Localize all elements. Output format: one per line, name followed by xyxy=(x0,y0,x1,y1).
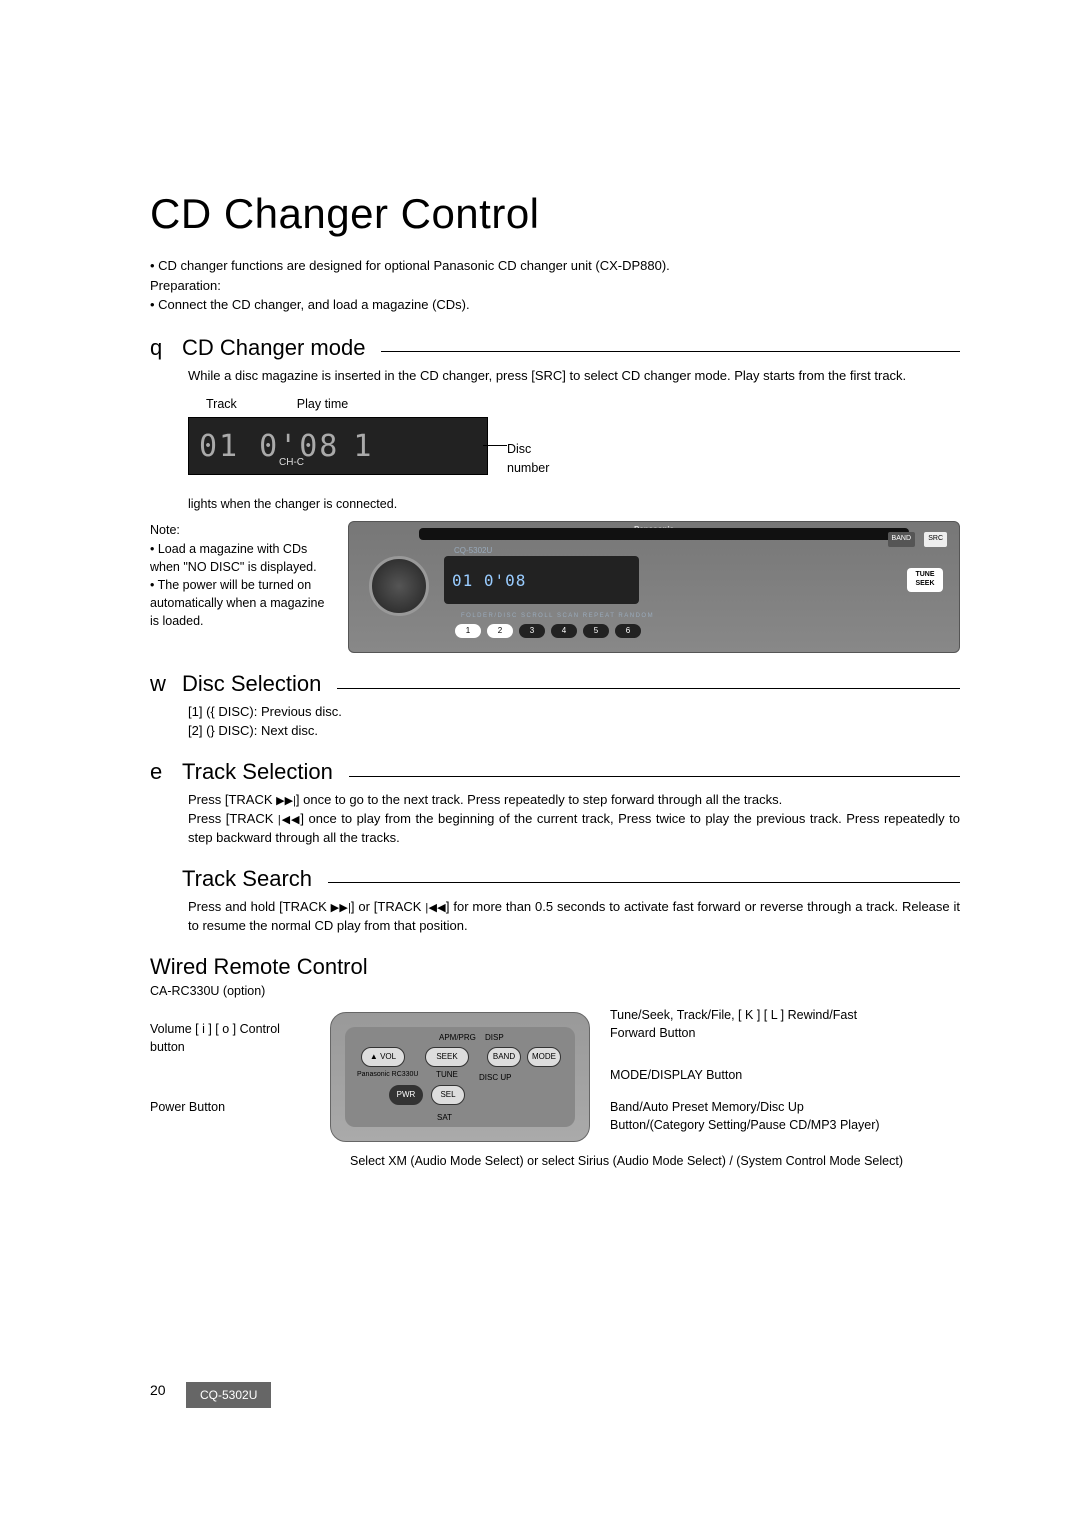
label-disc-number: Disc number xyxy=(507,440,549,476)
remote-option-label: CA-RC330U (option) xyxy=(150,984,960,998)
remote-seek-button: SEEK TUNE xyxy=(425,1047,469,1067)
remote-figure: APM/PRG DISP DISC UP ▲ VOL SEEK TUNE BAN… xyxy=(330,1012,590,1142)
remote-band-button: BAND xyxy=(487,1047,521,1067)
rewind-icon xyxy=(278,811,300,826)
section-disc-selection: w Disc Selection [1] ({ DISC): Previous … xyxy=(150,671,960,741)
intro-line: • Connect the CD changer, and load a mag… xyxy=(150,295,960,315)
leader-line xyxy=(483,445,507,446)
track-next-para: Press [TRACK ] once to go to the next tr… xyxy=(188,791,960,810)
src-button: SRC xyxy=(924,532,947,546)
page-title: CD Changer Control xyxy=(150,190,960,238)
note-column: Note: • Load a magazine with CDs when "N… xyxy=(150,521,330,653)
tune-seek-button: TUNE SEEK xyxy=(907,568,943,592)
label-volume-control: Volume [ i ] [ o ] Control button xyxy=(150,1020,310,1056)
page-number: 20 xyxy=(150,1382,166,1398)
disc-prev-line: [1] ({ DISC): Previous disc. xyxy=(188,703,960,722)
remote-brand: Panasonic RC330U xyxy=(357,1071,418,1078)
feature-strip: FOLDER/DISC SCROLL SCAN REPEAT RANDOM xyxy=(461,612,654,621)
remote-sel-button: SEL xyxy=(431,1085,465,1105)
intro-line: Preparation: xyxy=(150,276,960,296)
preset-5: 5 xyxy=(583,624,609,638)
lights-note: lights when the changer is connected. xyxy=(150,497,960,511)
note-item: • The power will be turned on automatica… xyxy=(150,576,330,630)
lcd-chc-indicator: CH-C xyxy=(279,456,304,471)
intro-line: • CD changer functions are designed for … xyxy=(150,256,960,276)
section-title: Track Selection xyxy=(182,759,333,785)
disc-next-line: [2] (} DISC): Next disc. xyxy=(188,722,960,741)
section-title: CD Changer mode xyxy=(182,335,365,361)
remote-mode-button: MODE xyxy=(527,1047,561,1067)
track-search-para: Press and hold [TRACK ] or [TRACK ] for … xyxy=(150,898,960,936)
section-cd-changer-mode: q CD Changer mode While a disc magazine … xyxy=(150,335,960,654)
preset-4: 4 xyxy=(551,624,577,638)
label-mode-display: MODE/DISPLAY Button xyxy=(610,1066,900,1084)
label-track: Track xyxy=(206,395,237,413)
model-label: CQ-5302U xyxy=(454,545,492,557)
sat-label: SAT xyxy=(437,1113,452,1122)
unit-lcd: 01 0'08 xyxy=(444,556,639,604)
preset-1: 1 xyxy=(455,624,481,638)
section-track-selection: e Track Selection Press [TRACK ] once to… xyxy=(150,759,960,848)
forward-icon xyxy=(276,792,296,807)
intro-block: • CD changer functions are designed for … xyxy=(150,256,960,315)
label-playtime: Play time xyxy=(297,395,348,413)
rule-line xyxy=(381,351,960,352)
unit-lcd-text: 01 0'08 xyxy=(452,569,526,592)
section-marker: w xyxy=(150,671,172,697)
remote-vol-button: ▲ VOL xyxy=(361,1047,405,1067)
section-body: While a disc magazine is inserted in the… xyxy=(150,367,960,386)
section-title: Wired Remote Control xyxy=(150,954,960,980)
discup-label: DISC UP xyxy=(479,1073,511,1082)
preset-2: 2 xyxy=(487,624,513,638)
remote-pwr-button: PWR xyxy=(389,1085,423,1105)
section-wired-remote: Wired Remote Control CA-RC330U (option) … xyxy=(150,954,960,1170)
model-tag: CQ-5302U xyxy=(186,1382,271,1408)
band-button: BAND xyxy=(888,532,915,546)
label-xm-sirius: Select XM (Audio Mode Select) or select … xyxy=(150,1152,960,1170)
note-item: • Load a magazine with CDs when "NO DISC… xyxy=(150,540,330,576)
section-marker: q xyxy=(150,335,172,361)
section-title: Disc Selection xyxy=(182,671,321,697)
apm-label: APM/PRG xyxy=(439,1033,476,1042)
preset-3: 3 xyxy=(519,624,545,638)
display-figure: Track Play time 01 0'08 1 CH-C Disc numb… xyxy=(188,395,960,475)
label-tune-seek: Tune/Seek, Track/File, [ K ] [ L ] Rewin… xyxy=(610,1006,900,1042)
cd-slot xyxy=(419,528,909,540)
label-power-button: Power Button xyxy=(150,1098,310,1116)
preset-buttons: 1 2 3 4 5 6 xyxy=(455,624,641,638)
rule-line xyxy=(349,776,960,777)
head-unit-figure: Panasonic CQ-5302U 01 0'08 FOLDER/DISC S… xyxy=(348,521,960,653)
rule-line xyxy=(337,688,960,689)
preset-6: 6 xyxy=(615,624,641,638)
lcd-track: 01 xyxy=(199,425,239,469)
section-marker: e xyxy=(150,759,172,785)
volume-knob xyxy=(369,556,429,616)
section-title: Track Search xyxy=(182,866,312,892)
note-heading: Note: xyxy=(150,521,330,539)
disp-label: DISP xyxy=(485,1033,504,1042)
rule-line xyxy=(328,882,960,883)
forward-icon xyxy=(331,899,351,914)
lcd-display: 01 0'08 1 CH-C Disc number xyxy=(188,417,488,475)
section-track-search: Track Search Press and hold [TRACK ] or … xyxy=(150,866,960,936)
rewind-icon xyxy=(425,899,446,914)
label-band-autopreset: Band/Auto Preset Memory/Disc Up Button/(… xyxy=(610,1098,900,1134)
lcd-disc: 1 xyxy=(353,425,373,469)
track-prev-para: Press [TRACK ] once to play from the beg… xyxy=(188,810,960,848)
